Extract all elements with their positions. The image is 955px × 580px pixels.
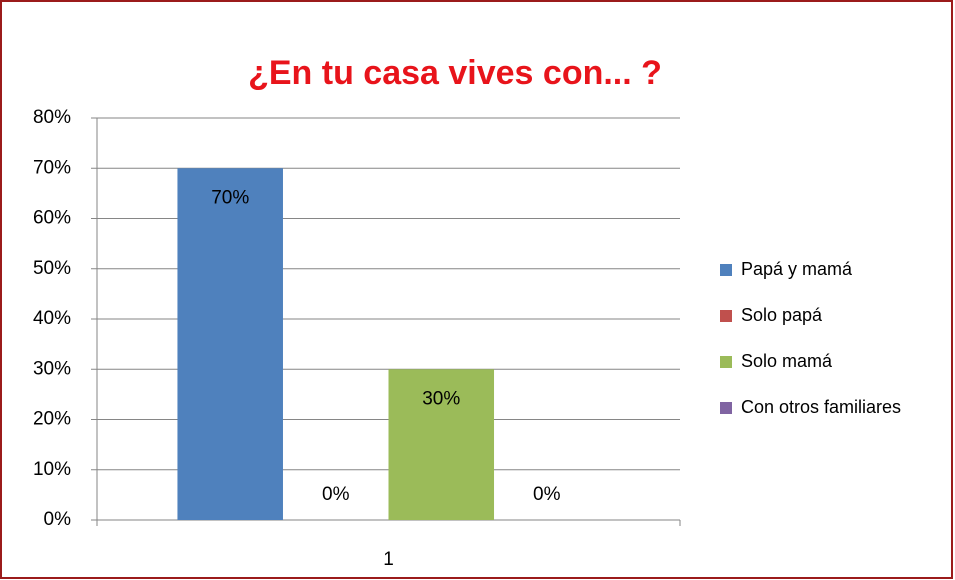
data-label: 0% xyxy=(533,484,561,505)
bar xyxy=(388,369,495,520)
legend-label: Con otros familiares xyxy=(741,397,901,417)
legend-swatch xyxy=(720,310,732,322)
legend-label: Solo papá xyxy=(741,305,823,325)
data-label: 0% xyxy=(322,484,350,505)
y-tick-label: 50% xyxy=(33,258,71,279)
y-tick-label: 10% xyxy=(33,459,71,480)
chart-title: ¿En tu casa vives con... ? xyxy=(248,54,662,92)
data-label: 70% xyxy=(211,187,249,208)
bar xyxy=(177,168,283,520)
legend-swatch xyxy=(720,402,732,414)
y-tick-label: 30% xyxy=(33,358,71,379)
x-tick-label: 1 xyxy=(383,549,394,570)
y-tick-label: 80% xyxy=(33,107,71,128)
legend-swatch xyxy=(720,264,732,276)
legend-label: Solo mamá xyxy=(741,351,833,371)
y-tick-label: 70% xyxy=(33,157,71,178)
y-tick-label: 0% xyxy=(44,509,72,530)
legend-swatch xyxy=(720,356,732,368)
data-label: 30% xyxy=(422,388,460,409)
y-tick-label: 20% xyxy=(33,409,71,430)
y-tick-label: 60% xyxy=(33,208,71,229)
y-tick-label: 40% xyxy=(33,308,71,329)
legend-label: Papá y mamá xyxy=(741,259,853,279)
